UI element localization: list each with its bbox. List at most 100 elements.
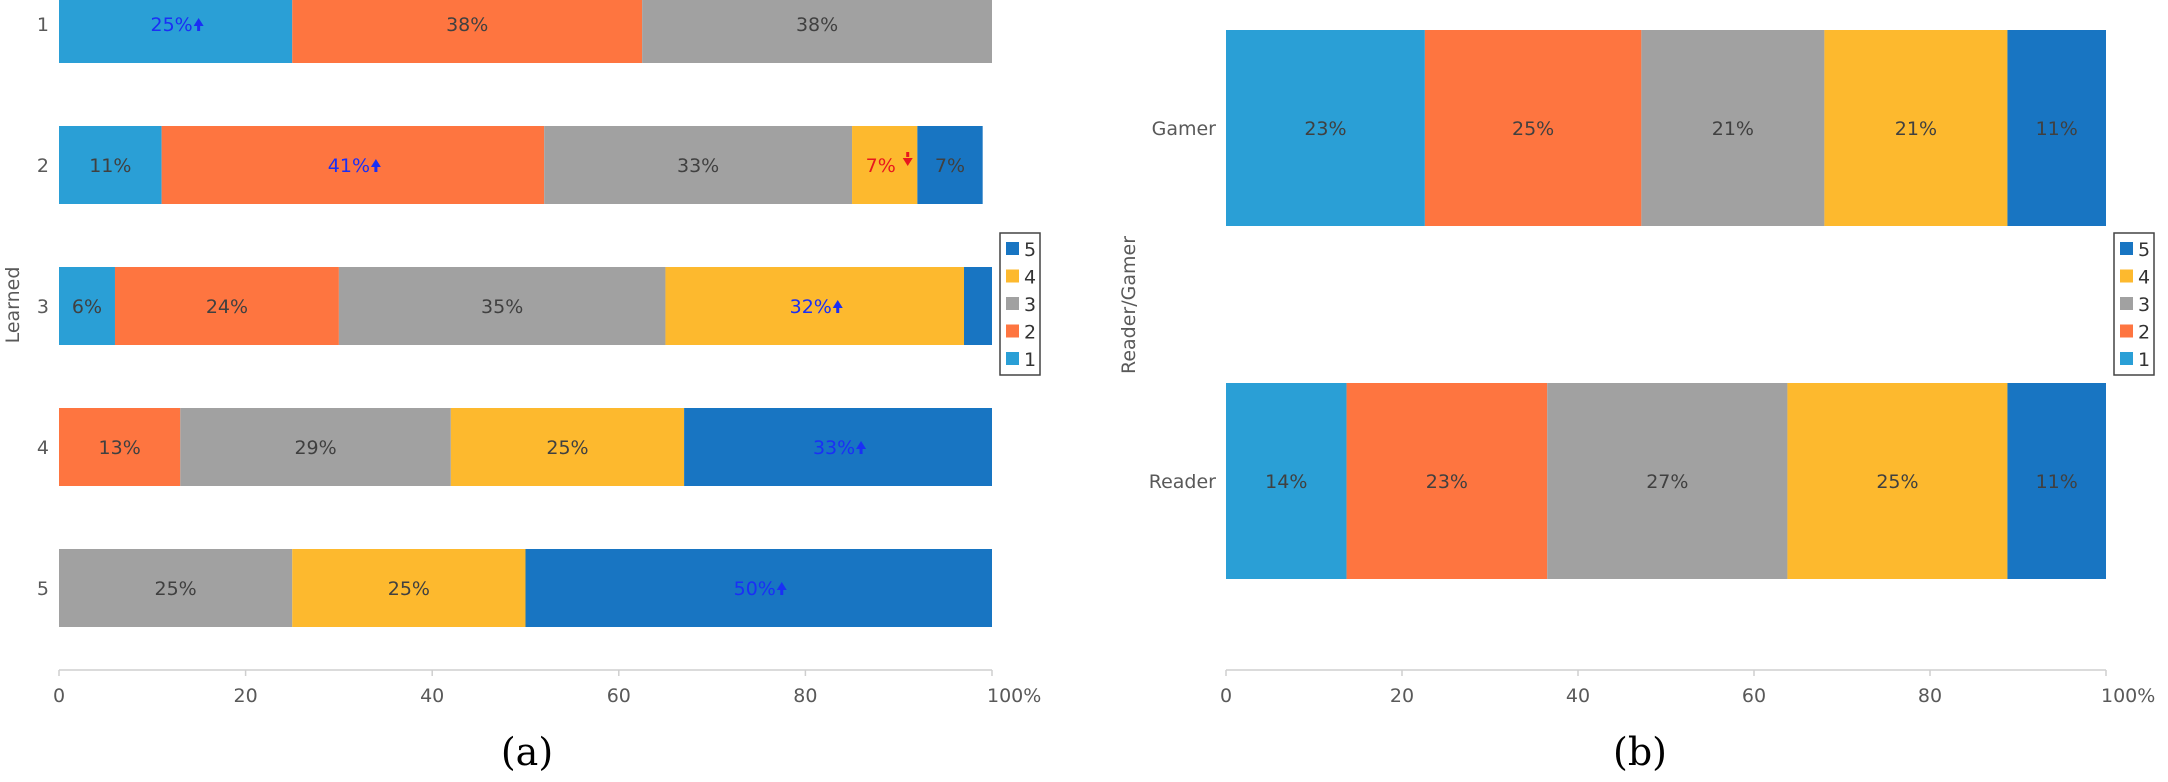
legend-swatch	[2120, 324, 2133, 338]
legend-swatch	[2120, 242, 2133, 255]
bar-segment	[1547, 383, 1788, 579]
x-tick-label: 40	[420, 685, 444, 707]
category-label: Gamer	[1152, 118, 1217, 140]
legend-swatch	[1006, 242, 1019, 255]
arrow-up-icon	[193, 18, 204, 31]
category-label: 4	[37, 437, 49, 459]
data-label: 25%	[155, 578, 197, 600]
x-tick-label: 100%	[987, 685, 1041, 707]
legend-label: 1	[2138, 349, 2150, 371]
data-label: 29%	[294, 437, 336, 459]
legend-label: 1	[1024, 349, 1036, 371]
bar-segment	[964, 267, 992, 345]
bar-segment	[338, 267, 666, 345]
arrow-up-icon	[856, 441, 867, 454]
x-tick-label: 80	[1918, 685, 1942, 707]
data-label: 41%	[328, 155, 370, 177]
y-axis-title: Reader/Gamer	[1118, 236, 1140, 374]
bar-segment	[1641, 30, 1825, 226]
bar-segment	[1787, 383, 2008, 579]
data-label: 24%	[206, 296, 248, 318]
bar-segment	[1346, 383, 1548, 579]
bar-segment	[665, 267, 965, 345]
legend-label: 2	[1024, 322, 1036, 344]
x-tick-label: 60	[607, 685, 631, 707]
legend-swatch	[1006, 297, 1019, 310]
x-tick-label: 40	[1566, 685, 1590, 707]
x-tick-label: 20	[234, 685, 258, 707]
category-label: Reader	[1149, 471, 1216, 493]
arrow-up-icon	[776, 582, 787, 595]
category-label: 2	[37, 155, 49, 177]
bar-segment	[180, 408, 451, 486]
x-tick-label: 60	[1742, 685, 1766, 707]
data-label: 23%	[1426, 471, 1468, 493]
bar-segment	[525, 549, 992, 627]
panel-b-chart: 23% 25% 21% 21% 11% Gamer 14% 23% 27% 25% 11% Reade…	[1118, 30, 2155, 707]
data-label: 6%	[72, 296, 102, 318]
data-label: 21%	[1895, 118, 1937, 140]
y-axis-title: Learned	[2, 267, 24, 344]
bar-segment	[450, 408, 685, 486]
category-label: 3	[37, 296, 49, 318]
category-label: 5	[37, 578, 49, 600]
data-label: 38%	[446, 14, 488, 36]
data-label: 25%	[1512, 118, 1554, 140]
legend-label: 5	[2138, 239, 2150, 261]
data-label: 32%	[790, 296, 832, 318]
data-label: 11%	[89, 155, 131, 177]
data-label: 11%	[2036, 118, 2078, 140]
data-label: 14%	[1265, 471, 1307, 493]
data-label: 33%	[677, 155, 719, 177]
bar-segment	[852, 126, 918, 204]
legend-swatch	[1006, 352, 1019, 365]
bar-segment	[642, 0, 992, 63]
data-label: 13%	[99, 437, 141, 459]
legend-swatch	[2120, 352, 2133, 365]
bar-segment	[292, 549, 526, 627]
bar-segment	[59, 267, 115, 345]
bar-segment	[2007, 383, 2106, 579]
panel-a-chart: 25% 38% 38% 1 11% 41% 33% 7% 7% 2 6% 24% 35% 32% 3 13% 2…	[2, 0, 1041, 707]
bar-segment	[161, 126, 545, 204]
data-label: 25%	[1876, 471, 1918, 493]
caption-a: (a)	[501, 730, 553, 774]
legend-swatch	[1006, 324, 1019, 338]
arrow-up-icon	[832, 300, 843, 313]
legend-label: 3	[1024, 294, 1036, 316]
bar-segment	[59, 126, 162, 204]
data-label: 11%	[2036, 471, 2078, 493]
legend-swatch	[2120, 297, 2133, 310]
data-label: 7%	[935, 155, 965, 177]
bar-segment	[59, 0, 293, 63]
data-label: 25%	[151, 14, 193, 36]
x-tick-label: 100%	[2101, 685, 2155, 707]
legend-label: 4	[1024, 267, 1036, 289]
caption-b: (b)	[1613, 730, 1667, 774]
data-label: 21%	[1712, 118, 1754, 140]
bar-segment	[1226, 383, 1347, 579]
data-label: 33%	[813, 437, 855, 459]
data-label: 25%	[388, 578, 430, 600]
data-label: 50%	[734, 578, 776, 600]
x-tick-label: 0	[53, 685, 65, 707]
legend-label: 5	[1024, 239, 1036, 261]
data-label: 7%	[866, 155, 896, 177]
data-label: 38%	[796, 14, 838, 36]
x-tick-label: 0	[1220, 685, 1232, 707]
bar-segment	[544, 126, 853, 204]
bar-segment	[1424, 30, 1642, 226]
bar-segment	[59, 549, 293, 627]
bar-segment	[1824, 30, 2008, 226]
legend-label: 4	[2138, 267, 2150, 289]
bar-segment	[1226, 30, 1425, 226]
legend-label: 3	[2138, 294, 2150, 316]
arrow-up-icon	[370, 159, 381, 172]
category-label: 1	[37, 14, 49, 36]
legend-swatch	[1006, 269, 1019, 283]
x-tick-label: 80	[793, 685, 817, 707]
legend-box	[2113, 232, 2155, 376]
bar-segment	[59, 408, 181, 486]
data-label: 27%	[1646, 471, 1688, 493]
